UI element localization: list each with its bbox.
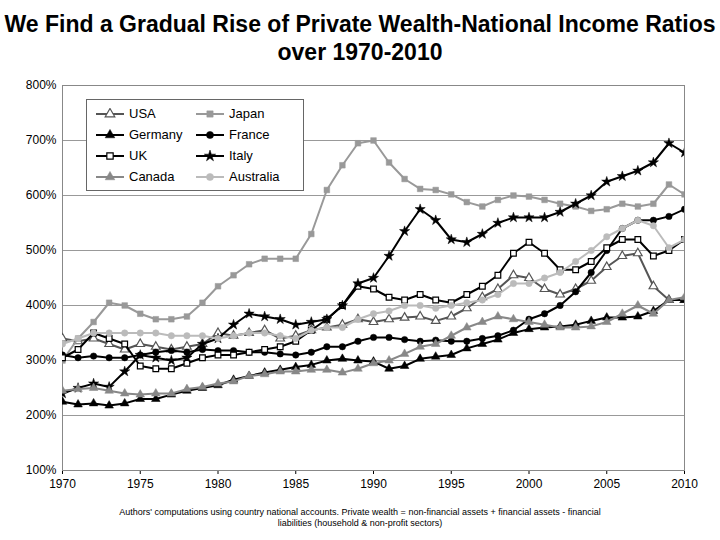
html-text:USA: USA <box>129 106 156 121</box>
html-text:We Find a Gradual Rise of Priv: We Find a Gradual Rise of Private Wealth… <box>4 11 716 65</box>
svg-text:200%: 200% <box>26 408 57 422</box>
svg-text:600%: 600% <box>26 188 57 202</box>
svg-text:1975: 1975 <box>127 477 154 491</box>
svg-text:1995: 1995 <box>438 477 465 491</box>
svg-text:100%: 100% <box>26 463 57 477</box>
html-text:Canada: Canada <box>129 169 175 184</box>
svg-text:800%: 800% <box>26 78 57 92</box>
svg-text:400%: 400% <box>26 298 57 312</box>
svg-text:300%: 300% <box>26 353 57 367</box>
svg-text:1980: 1980 <box>205 477 232 491</box>
svg-text:2005: 2005 <box>593 477 620 491</box>
svg-text:1985: 1985 <box>282 477 309 491</box>
html-text:France: France <box>229 127 270 142</box>
html-text:Italy: Italy <box>229 148 253 163</box>
svg-text:500%: 500% <box>26 243 57 257</box>
html-text:Germany: Germany <box>129 127 183 142</box>
svg-text:1970: 1970 <box>49 477 76 491</box>
html-text:Japan: Japan <box>229 106 265 121</box>
html-text:UK: UK <box>129 148 148 163</box>
svg-text:2010: 2010 <box>671 477 698 491</box>
svg-text:1990: 1990 <box>360 477 387 491</box>
html-text:Australia: Australia <box>229 169 280 184</box>
html-text:Authors' computations using co: Authors' computations using country nati… <box>119 507 601 528</box>
svg-text:700%: 700% <box>26 133 57 147</box>
svg-text:2000: 2000 <box>516 477 543 491</box>
